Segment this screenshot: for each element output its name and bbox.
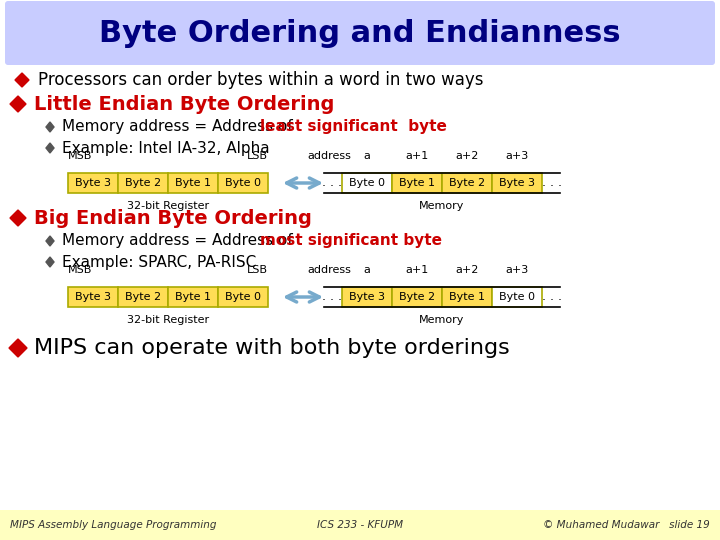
Polygon shape [10,96,26,112]
FancyBboxPatch shape [0,510,720,540]
Text: Byte 1: Byte 1 [175,178,211,188]
Text: Byte 1: Byte 1 [175,292,211,302]
FancyBboxPatch shape [68,173,118,193]
Text: Byte 3: Byte 3 [75,178,111,188]
Text: a+3: a+3 [505,265,528,275]
Text: Byte 1: Byte 1 [449,292,485,302]
Text: a+3: a+3 [505,151,528,161]
Text: a: a [364,151,370,161]
Text: a+1: a+1 [405,265,428,275]
Text: Processors can order bytes within a word in two ways: Processors can order bytes within a word… [38,71,484,89]
Text: address: address [307,151,351,161]
Text: Byte 0: Byte 0 [225,292,261,302]
FancyBboxPatch shape [68,287,118,307]
Text: LSB: LSB [247,265,268,275]
Text: a: a [364,265,370,275]
FancyBboxPatch shape [392,287,442,307]
Text: Example: SPARC, PA-RISC: Example: SPARC, PA-RISC [62,254,256,269]
Text: Memory: Memory [419,201,464,211]
Text: Byte 2: Byte 2 [399,292,435,302]
Text: Byte 3: Byte 3 [499,178,535,188]
FancyBboxPatch shape [342,173,392,193]
Text: . . .: . . . [322,177,342,190]
FancyBboxPatch shape [492,287,542,307]
Text: . . .: . . . [542,177,562,190]
FancyBboxPatch shape [218,173,268,193]
FancyBboxPatch shape [118,287,168,307]
FancyBboxPatch shape [5,1,715,65]
Text: a+2: a+2 [455,265,479,275]
Text: Byte 2: Byte 2 [449,178,485,188]
Polygon shape [46,236,54,246]
Text: Little Endian Byte Ordering: Little Endian Byte Ordering [34,94,334,113]
Text: MIPS can operate with both byte orderings: MIPS can operate with both byte ordering… [34,338,510,358]
Polygon shape [46,122,54,132]
Text: Byte 1: Byte 1 [399,178,435,188]
Text: Big Endian Byte Ordering: Big Endian Byte Ordering [34,208,312,227]
Text: ICS 233 - KFUPM: ICS 233 - KFUPM [317,520,403,530]
Text: MIPS Assembly Language Programming: MIPS Assembly Language Programming [10,520,217,530]
Text: a+1: a+1 [405,151,428,161]
Text: a+2: a+2 [455,151,479,161]
Text: Memory: Memory [419,315,464,325]
Polygon shape [10,210,26,226]
Text: Byte 0: Byte 0 [225,178,261,188]
FancyBboxPatch shape [218,287,268,307]
Polygon shape [9,339,27,357]
Polygon shape [46,143,54,153]
Text: Example: Intel IA-32, Alpha: Example: Intel IA-32, Alpha [62,140,269,156]
Text: Byte Ordering and Endianness: Byte Ordering and Endianness [99,18,621,48]
Polygon shape [46,257,54,267]
FancyBboxPatch shape [168,287,218,307]
Text: least significant  byte: least significant byte [260,119,447,134]
FancyBboxPatch shape [492,173,542,193]
Text: Byte 3: Byte 3 [349,292,385,302]
Text: Byte 2: Byte 2 [125,292,161,302]
Text: Memory address = Address of: Memory address = Address of [62,119,297,134]
Text: © Muhamed Mudawar   slide 19: © Muhamed Mudawar slide 19 [544,520,710,530]
Polygon shape [15,73,29,87]
FancyBboxPatch shape [168,173,218,193]
Text: MSB: MSB [68,151,92,161]
Text: MSB: MSB [68,265,92,275]
FancyBboxPatch shape [342,287,392,307]
Text: . . .: . . . [322,291,342,303]
Text: Byte 0: Byte 0 [349,178,385,188]
Text: address: address [307,265,351,275]
Text: Byte 2: Byte 2 [125,178,161,188]
Text: Byte 0: Byte 0 [499,292,535,302]
Text: 32-bit Register: 32-bit Register [127,315,209,325]
FancyBboxPatch shape [392,173,442,193]
Text: Memory address = Address of: Memory address = Address of [62,233,297,248]
Text: Byte 3: Byte 3 [75,292,111,302]
Text: most significant byte: most significant byte [260,233,442,248]
Text: LSB: LSB [247,151,268,161]
Text: . . .: . . . [542,291,562,303]
Text: 32-bit Register: 32-bit Register [127,201,209,211]
FancyBboxPatch shape [442,173,492,193]
FancyBboxPatch shape [442,287,492,307]
FancyBboxPatch shape [118,173,168,193]
